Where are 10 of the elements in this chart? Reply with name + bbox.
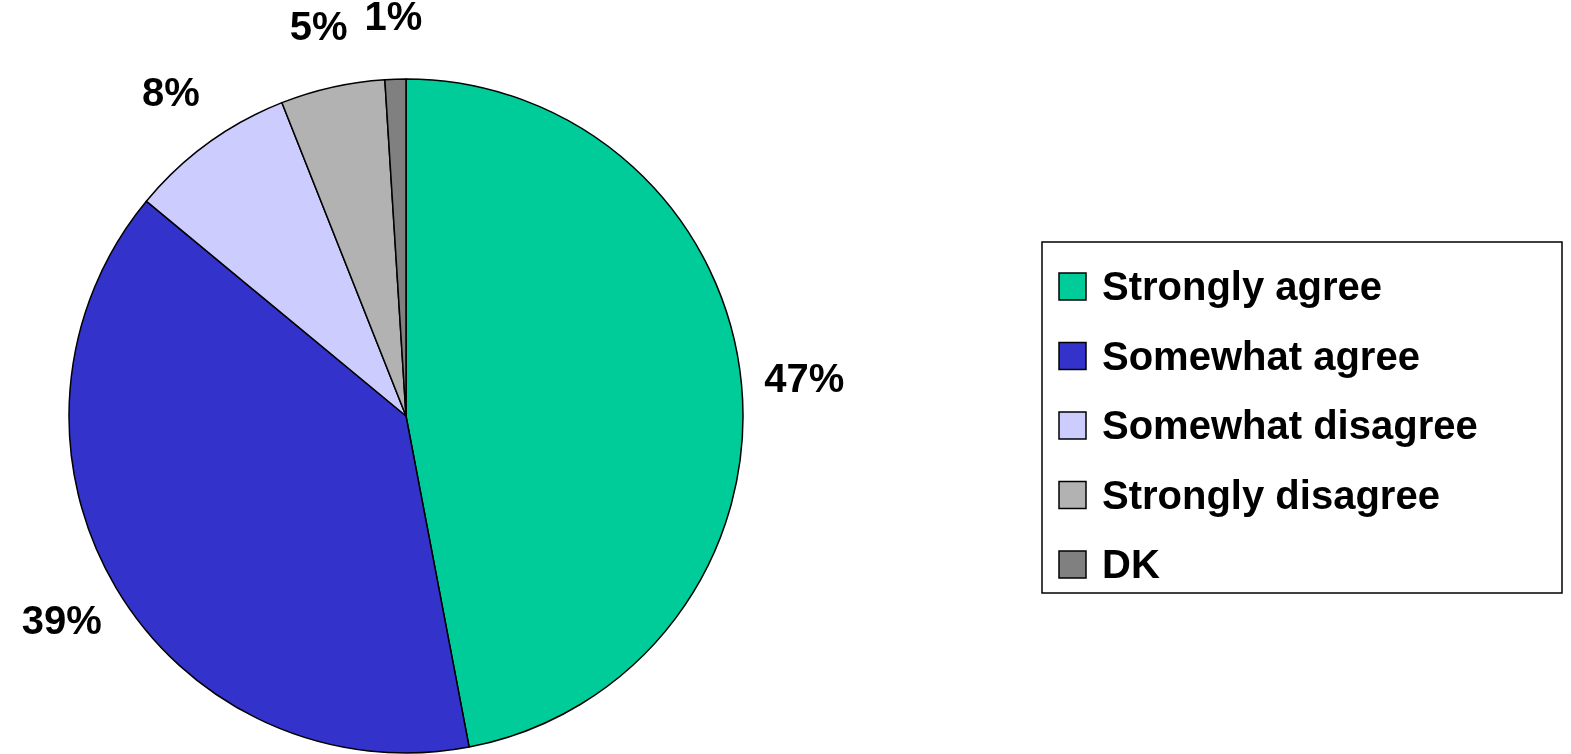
data-label: 5%: [289, 3, 348, 48]
data-label: 8%: [141, 70, 200, 115]
data-label: 47%: [764, 356, 845, 401]
legend-label: DK: [1102, 542, 1160, 586]
legend-label: Strongly agree: [1102, 264, 1383, 308]
legend-label: Somewhat agree: [1102, 333, 1420, 378]
data-label: 39%: [21, 597, 102, 642]
legend-label: Strongly disagree: [1102, 472, 1440, 517]
data-label: 1%: [364, 0, 423, 39]
legend-label: Somewhat disagree: [1102, 403, 1478, 447]
